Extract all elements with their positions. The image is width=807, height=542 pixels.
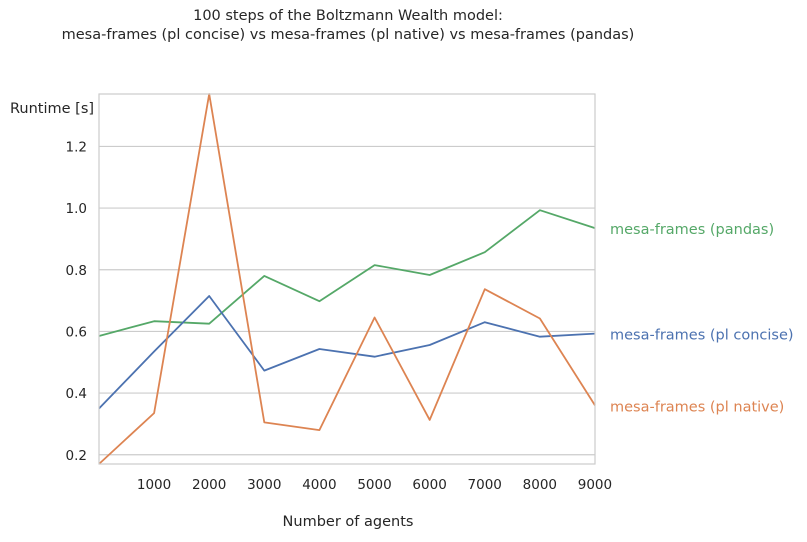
x-tick-label: 8000 [523, 477, 557, 493]
series-labels: mesa-frames (pandas) mesa-frames (pl conc… [610, 222, 794, 415]
x-tick-label: 3000 [247, 477, 281, 493]
grid-lines [99, 145, 595, 456]
plot-frame [98, 93, 596, 465]
y-tick-label: 1.0 [66, 201, 87, 217]
y-tick-label: 0.2 [66, 448, 87, 464]
y-tick-label: 0.6 [66, 324, 87, 340]
x-tick-label: 4000 [302, 477, 336, 493]
series-label-mesa-frames-pl-native: mesa-frames (pl native) [610, 399, 784, 415]
tick-labels: 0.2 0.4 0.6 0.8 1.0 1.2 1000 2000 3000 4000 5000 60… [66, 139, 613, 493]
series-lines [98, 93, 596, 465]
x-tick-label: 1000 [137, 477, 171, 493]
y-axis-label: Runtime [s] [10, 101, 95, 117]
series-label-mesa-frames-pandas: mesa-frames (pandas) [610, 222, 774, 238]
x-tick-label: 7000 [468, 477, 502, 493]
series-line-mesa-frames-pl-native [98, 93, 596, 465]
x-tick-label: 2000 [192, 477, 226, 493]
x-tick-label: 6000 [412, 477, 446, 493]
y-tick-label: 0.8 [66, 263, 87, 279]
chart-title-line-2: mesa-frames (pl concise) vs mesa-frames … [61, 27, 635, 43]
x-tick-label: 9000 [578, 477, 612, 493]
series-label-mesa-frames-pl-concise: mesa-frames (pl concise) [610, 328, 794, 344]
series-line-mesa-frames-pl-concise [98, 295, 596, 410]
y-tick-label: 0.4 [66, 386, 87, 402]
x-tick-label: 5000 [357, 477, 391, 493]
x-axis-label: Number of agents [282, 514, 414, 530]
y-tick-label: 1.2 [66, 139, 87, 155]
chart-title-line-1: 100 steps of the Boltzmann Wealth model: [193, 8, 503, 24]
series-line-mesa-frames-pandas [98, 209, 596, 337]
